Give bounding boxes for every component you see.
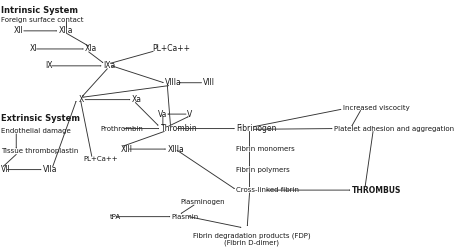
Text: Fibrinogen: Fibrinogen (236, 124, 276, 133)
Text: PL+Ca++: PL+Ca++ (152, 45, 190, 54)
Text: IXa: IXa (103, 61, 115, 70)
Text: IX: IX (45, 61, 53, 70)
Text: VIIa: VIIa (43, 165, 57, 174)
Text: Platelet adhesion and aggregation: Platelet adhesion and aggregation (334, 125, 454, 131)
Text: XII: XII (14, 26, 24, 35)
Text: VIII: VIII (203, 78, 215, 87)
Text: THROMBUS: THROMBUS (352, 186, 401, 195)
Text: Endothelial damage: Endothelial damage (0, 128, 71, 134)
Text: X: X (79, 95, 84, 104)
Text: XIIa: XIIa (58, 26, 73, 35)
Text: Plasmin: Plasmin (172, 214, 199, 220)
Text: Thrombin: Thrombin (161, 124, 197, 133)
Text: VIIIa: VIIIa (165, 78, 182, 87)
Text: V: V (187, 110, 192, 119)
Text: XI: XI (29, 45, 37, 54)
Text: VII: VII (0, 165, 10, 174)
Text: XIII: XIII (121, 145, 133, 154)
Text: Foreign surface contact: Foreign surface contact (0, 17, 83, 23)
Text: Va: Va (158, 110, 168, 119)
Text: tPA: tPA (109, 214, 121, 220)
Text: Fibrin polymers: Fibrin polymers (236, 167, 290, 173)
Text: Extrinsic System: Extrinsic System (0, 115, 80, 124)
Text: Fibrin degradation products (FDP)
(Fibrin D-dimer): Fibrin degradation products (FDP) (Fibri… (193, 232, 310, 246)
Text: Cross-linked fibrin: Cross-linked fibrin (236, 187, 299, 193)
Text: Tissue thromboplastin: Tissue thromboplastin (0, 148, 78, 154)
Text: Increased viscocity: Increased viscocity (343, 105, 410, 111)
Text: XIIIa: XIIIa (167, 145, 184, 154)
Text: Fibrin monomers: Fibrin monomers (236, 146, 295, 152)
Text: Xa: Xa (132, 95, 142, 104)
Text: Prothrombin: Prothrombin (100, 125, 144, 131)
Text: Plasminogen: Plasminogen (181, 199, 225, 205)
Text: PL+Ca++: PL+Ca++ (83, 156, 118, 162)
Text: XIa: XIa (85, 45, 97, 54)
Text: Intrinsic System: Intrinsic System (0, 6, 78, 15)
